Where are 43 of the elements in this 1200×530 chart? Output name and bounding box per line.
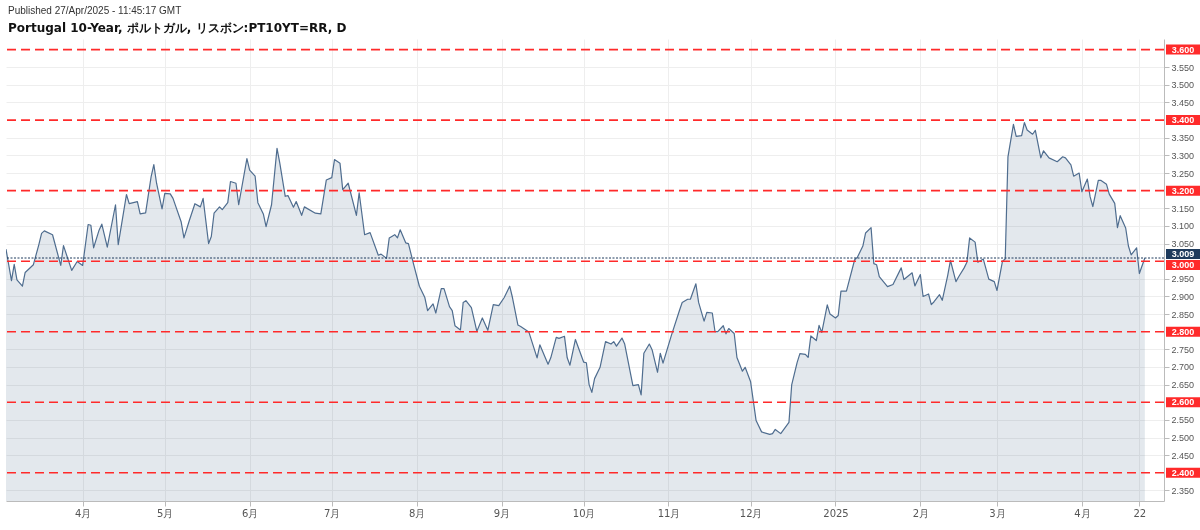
y-tick-label: 2.450 xyxy=(1171,450,1195,461)
ref-line-label: 3.400 xyxy=(1171,115,1195,126)
y-tick-label: 3.250 xyxy=(1171,168,1195,179)
ref-line-label: 3.200 xyxy=(1171,185,1195,196)
y-tick-label: 2.700 xyxy=(1171,362,1195,373)
x-tick-label: 22 xyxy=(1133,507,1147,519)
y-tick-label: 2.350 xyxy=(1171,485,1195,496)
y-tick-label: 3.350 xyxy=(1171,133,1195,144)
x-tick-label: 2025 xyxy=(823,507,849,519)
x-tick-label: 5月 xyxy=(157,507,174,519)
x-tick-label: 6月 xyxy=(241,507,259,519)
x-tick-label: 8月 xyxy=(408,507,426,519)
ref-line-label: 3.009 xyxy=(1171,249,1195,260)
y-tick-label: 2.950 xyxy=(1171,274,1195,285)
x-tick-label: 9月 xyxy=(493,507,511,519)
ref-line-label: 2.400 xyxy=(1171,467,1195,478)
ref-line-label: 3.000 xyxy=(1171,260,1195,271)
y-tick-label: 2.500 xyxy=(1171,433,1195,444)
y-tick-label: 3.300 xyxy=(1171,150,1195,161)
y-tick-label: 3.500 xyxy=(1171,80,1195,91)
x-tick-label: 3月 xyxy=(989,507,1006,519)
chart-subtitle: Published 27/Apr/2025 - 11:45:17 GMT xyxy=(7,4,183,18)
ref-line-label: 3.600 xyxy=(1171,44,1195,55)
y-tick-label: 2.850 xyxy=(1171,309,1195,320)
x-tick-label: 11月 xyxy=(657,507,681,519)
x-tick-label: 4月 xyxy=(74,507,92,519)
ref-line-label: 2.800 xyxy=(1171,326,1195,337)
y-tick-label: 2.550 xyxy=(1171,415,1195,426)
y-tick-label: 3.150 xyxy=(1171,203,1195,214)
x-tick-label: 10月 xyxy=(572,507,596,519)
y-tick-label: 3.100 xyxy=(1171,221,1195,232)
y-tick-label: 3.450 xyxy=(1171,97,1195,108)
ref-line-label: 2.600 xyxy=(1171,397,1195,408)
y-tick-label: 2.750 xyxy=(1171,344,1195,355)
x-tick-label: 4月 xyxy=(1074,507,1091,519)
y-tick-label: 3.050 xyxy=(1171,239,1195,250)
y-tick-label: 2.650 xyxy=(1171,380,1195,391)
x-tick-label: 12月 xyxy=(739,507,763,519)
x-tick-label: 2月 xyxy=(912,507,930,519)
y-tick-label: 2.900 xyxy=(1171,291,1195,302)
y-tick-label: 3.550 xyxy=(1171,62,1195,73)
x-tick-label: 7月 xyxy=(324,507,341,519)
chart-title: Portugal 10-Year, ポルトガル, リスボン:PT10YT=RR, D xyxy=(7,20,348,35)
